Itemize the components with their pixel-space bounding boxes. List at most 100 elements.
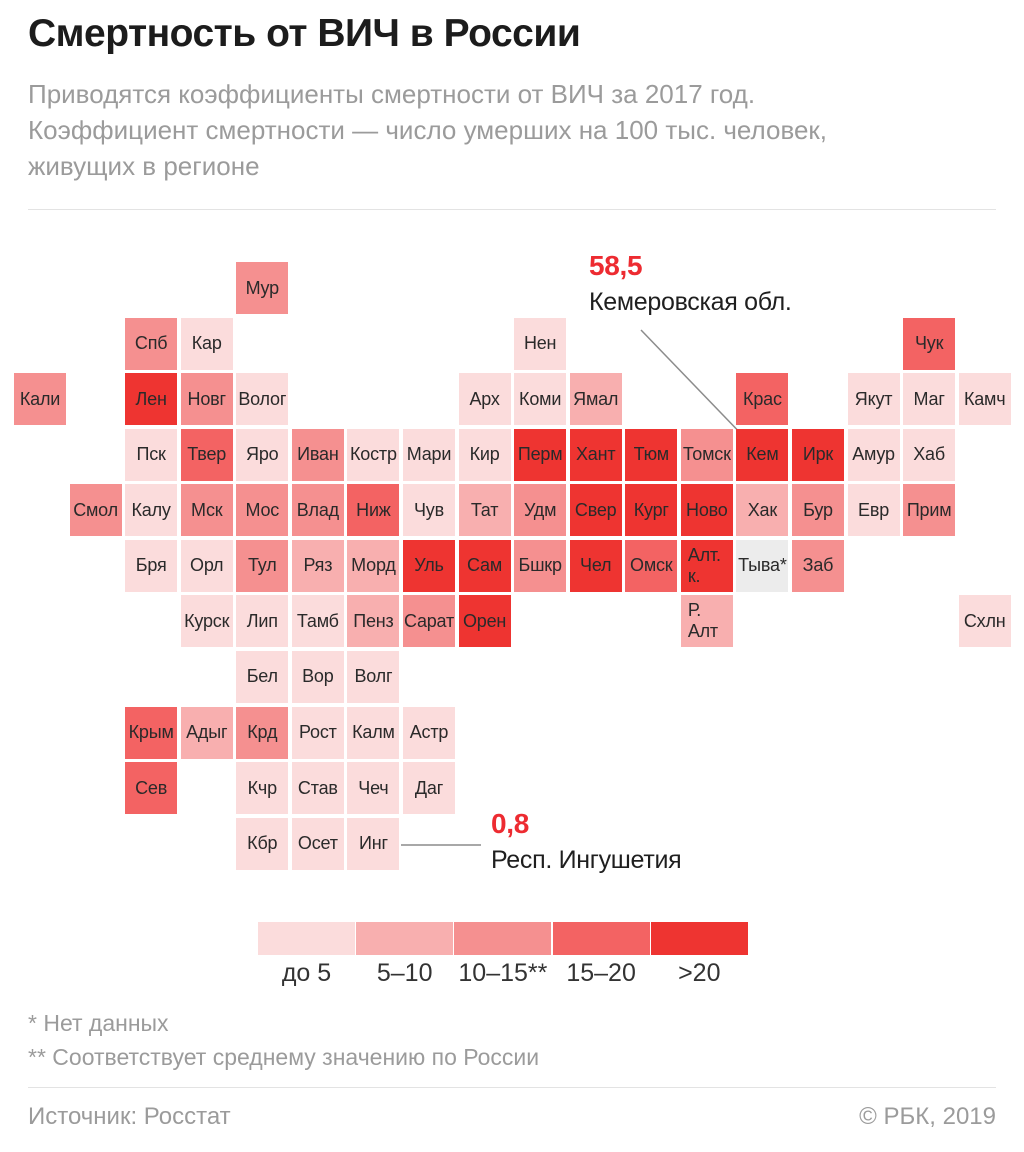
region-tile-label: Тюм [633, 444, 669, 465]
region-tile-label: Осет [297, 833, 338, 854]
region-tile-label: Кург [633, 499, 669, 520]
region-tile-label: Томск [682, 444, 731, 465]
region-tile-чел: Чел [569, 539, 622, 592]
region-tile-адыг: Адыг [180, 706, 233, 759]
footnote-average: ** Соответствует среднему значению по Ро… [28, 1044, 540, 1070]
region-tile-label: Кчр [247, 777, 277, 798]
region-tile-label: Адыг [186, 722, 228, 743]
region-tile-курск: Курск [180, 595, 233, 648]
region-tile-label: Евр [858, 499, 890, 520]
region-tile-label: Мари [406, 444, 452, 465]
region-tile-заб: Заб [791, 539, 844, 592]
region-tile-смол: Смол [69, 484, 122, 537]
region-tile-прим: Прим [903, 484, 956, 537]
legend-label: 15–20 [566, 959, 636, 987]
region-tile-р-алт: Р. Алт [680, 595, 733, 648]
legend-swatch-gt20 [650, 922, 748, 955]
region-tile-сам: Сам [458, 539, 511, 592]
region-tile-label: Ново [686, 499, 728, 520]
region-tile-якут: Якут [847, 373, 900, 426]
region-tile-евр: Евр [847, 484, 900, 537]
region-tile-бря: Бря [125, 539, 178, 592]
region-tile-рост: Рост [291, 706, 344, 759]
region-tile-крас: Крас [736, 373, 789, 426]
region-tile-амур: Амур [847, 428, 900, 481]
region-tile-label: Удм [523, 499, 557, 520]
subtitle: Приводятся коэффициенты смертности от ВИ… [28, 79, 828, 181]
region-tile-морд: Морд [347, 539, 400, 592]
region-tile-label: Сарат [403, 610, 455, 631]
region-tile-label: Сам [467, 555, 503, 576]
region-tile-label: Чув [414, 499, 444, 520]
region-tile-камч: Камч [958, 373, 1011, 426]
region-tile-кем: Кем [736, 428, 789, 481]
region-tile-label: Инг [358, 833, 388, 854]
region-tile-label: Лип [246, 610, 278, 631]
region-tile-label: Перм [517, 444, 563, 465]
region-tile-свер: Свер [569, 484, 622, 537]
region-tile-ниж: Ниж [347, 484, 400, 537]
region-tile-перм: Перм [514, 428, 567, 481]
legend-swatch-10-15 [454, 922, 552, 955]
region-tile-калу: Калу [125, 484, 178, 537]
region-tile-label: Орл [190, 555, 224, 576]
region-tile-схлн: Схлн [958, 595, 1011, 648]
region-tile-label: Лен [135, 388, 167, 409]
region-tile-яро: Яро [236, 428, 289, 481]
bottom-divider [28, 1087, 996, 1088]
region-tile-лип: Лип [236, 595, 289, 648]
region-tile-label: Бшкр [518, 555, 562, 576]
region-tile-мур: Мур [236, 262, 289, 314]
region-tile-костр: Костр [347, 428, 400, 481]
region-tile-label: Якут [854, 388, 893, 409]
annotation-value: 58,5 [589, 250, 643, 281]
region-tile-label: Костр [350, 444, 397, 465]
region-tile-мари: Мари [402, 428, 455, 481]
region-tile-кчр: Кчр [236, 762, 289, 815]
region-tile-label: Вор [302, 666, 334, 687]
region-tile-label: Чел [580, 555, 612, 576]
region-tile-label: Ямал [573, 388, 619, 409]
footer: Источник: Росстат © РБК, 2019 [28, 1103, 996, 1131]
region-tile-осет: Осет [291, 817, 344, 870]
region-tile-кбр: Кбр [236, 817, 289, 870]
region-tile-нен: Нен [514, 317, 567, 370]
region-tile-label: Крым [128, 722, 174, 743]
region-tile-label: Сев [135, 777, 168, 798]
region-tile-label: Хант [575, 444, 616, 465]
region-tile-label: Волог [238, 388, 287, 409]
region-tile-label: Крас [743, 388, 782, 409]
region-tile-хак: Хак [736, 484, 789, 537]
region-tile-кург: Кург [625, 484, 678, 537]
region-tile-маг: Маг [903, 373, 956, 426]
region-tile-омск: Омск [625, 539, 678, 592]
region-tile-арх: Арх [458, 373, 511, 426]
region-tile-спб: Спб [125, 317, 178, 370]
region-tile-label: Даг [414, 777, 444, 798]
region-tile-кар: Кар [180, 317, 233, 370]
region-tile-астр: Астр [402, 706, 455, 759]
region-tile-бшкр: Бшкр [514, 539, 567, 592]
legend-label: до 5 [281, 959, 332, 987]
region-tile-label: Ирк [802, 444, 834, 465]
region-tile-label: Бел [246, 666, 278, 687]
region-tile-label: Мур [245, 277, 280, 298]
region-tile-label: Заб [802, 555, 834, 576]
region-tile-калм: Калм [347, 706, 400, 759]
region-tile-label: Бур [803, 499, 833, 520]
region-tile-мос: Мос [236, 484, 289, 537]
region-tile-label: Волг [354, 666, 393, 687]
region-tile-label: Новг [187, 388, 227, 409]
region-tile-label: Спб [134, 333, 168, 354]
region-tile-волг: Волг [347, 650, 400, 703]
top-divider [28, 209, 996, 210]
region-tile-мск: Мск [180, 484, 233, 537]
region-tile-label: Ниж [356, 499, 391, 520]
region-tile-label: Омск [630, 555, 673, 576]
region-tile-label: Смол [73, 499, 118, 520]
region-tile-лен: Лен [125, 373, 178, 426]
region-tile-новг: Новг [180, 373, 233, 426]
region-tile-орл: Орл [180, 539, 233, 592]
